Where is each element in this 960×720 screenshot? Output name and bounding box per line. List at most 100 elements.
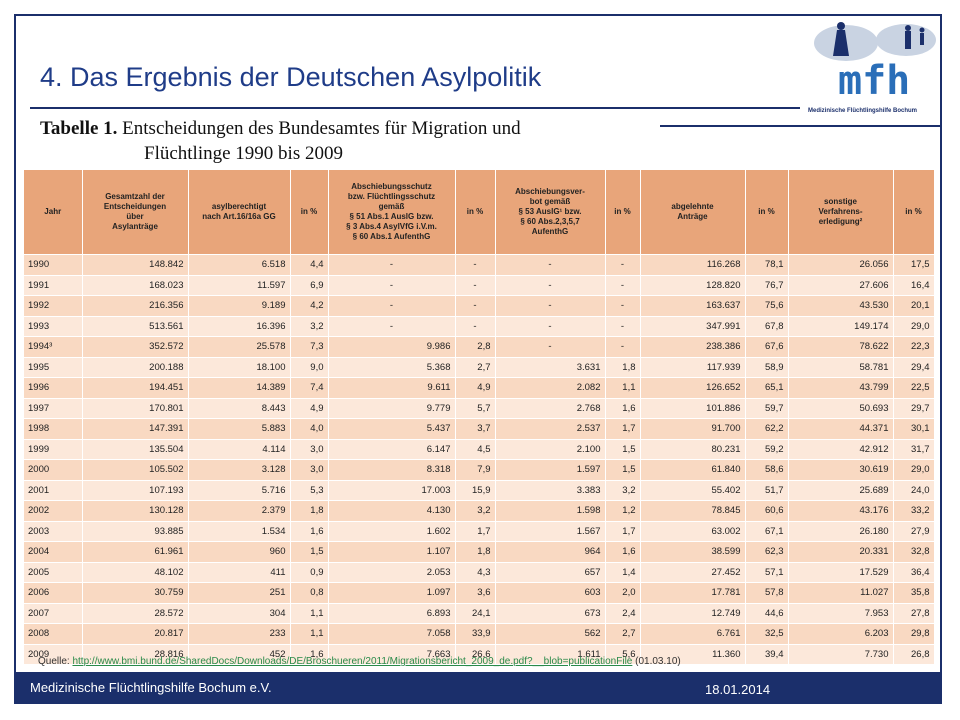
- table-cell: 117.939: [640, 356, 746, 378]
- table-cell: 107.193: [82, 479, 189, 501]
- source-link[interactable]: http://www.bmi.bund.de/SharedDocs/Downlo…: [72, 656, 633, 667]
- table-cell: -: [328, 315, 456, 337]
- column-header: asylberechtigt nach Art.16/16a GG: [188, 170, 291, 255]
- table-cell: 5.437: [328, 418, 456, 439]
- table-cell: 116.268: [640, 254, 746, 275]
- column-header: abgelehnte Anträge: [640, 170, 746, 255]
- table-cell: 6.518: [188, 254, 291, 275]
- table-cell: 1997: [24, 397, 83, 419]
- table-cell: 1999: [24, 438, 83, 460]
- header-row: Jahr Gesamtzahl der Entscheidungen über A…: [24, 170, 935, 255]
- table-cell: 149.174: [788, 315, 894, 337]
- table-cell: 9.189: [188, 295, 291, 316]
- table-cell: 7,4: [290, 377, 329, 398]
- table-cell: 29,4: [893, 356, 935, 378]
- table-row: 2004 61.961 960 1,5 1.107 1,8 964 1,6 38.599 62,3…: [24, 541, 935, 562]
- table-cell: 4.114: [188, 438, 291, 460]
- table-cell: -: [495, 274, 606, 296]
- table-cell: 1,1: [290, 623, 329, 644]
- table-cell: 43.176: [788, 500, 894, 521]
- table-cell: 26,8: [893, 643, 935, 664]
- table-cell: 16.396: [188, 315, 291, 337]
- table-cell: 1,7: [605, 418, 641, 439]
- table-cell: -: [328, 254, 456, 275]
- table-cell: 25.689: [788, 479, 894, 501]
- table-cell: 1,8: [290, 500, 329, 521]
- table-cell: 60,6: [745, 500, 789, 521]
- table-cell: 168.023: [82, 274, 189, 296]
- table-cell: 29,7: [893, 397, 935, 419]
- source-label: Quelle:: [38, 656, 70, 667]
- table-cell: 30.759: [82, 582, 189, 603]
- data-table: Jahr Gesamtzahl der Entscheidungen über A…: [24, 170, 935, 664]
- table-cell: -: [455, 315, 496, 337]
- logo-text: mfh: [838, 58, 911, 104]
- table-cell: -: [455, 295, 496, 316]
- table-row: 1992 216.356 9.189 4,2- - - -163.637 75,6 43.530…: [24, 295, 935, 316]
- table-cell: 33,9: [455, 623, 496, 644]
- table-cell: 2.768: [495, 397, 606, 419]
- table-cell: -: [605, 274, 641, 296]
- column-header: in %: [455, 170, 496, 255]
- table-cell: 1,1: [605, 377, 641, 398]
- column-header: Abschiebungsver- bot gemäß § 53 AuslG¹ b…: [495, 170, 606, 255]
- table-cell: 6.203: [788, 623, 894, 644]
- table-cell: 15,9: [455, 479, 496, 501]
- table-row: 2009 28.816 452 1,6 7.663 26,6 1.611 5,6 11.360 3…: [24, 643, 935, 664]
- table-cell: 67,1: [745, 520, 789, 542]
- table-cell: 2000: [24, 459, 83, 480]
- table-cell: 6,9: [290, 274, 329, 296]
- table-cell: 147.391: [82, 418, 189, 439]
- table-row: 1998 147.391 5.883 4,0 5.437 3,7 2.537 1,7 91.70…: [24, 418, 935, 439]
- table-row: 1999 135.504 4.114 3,0 6.147 4,5 2.100 1,5 80.23…: [24, 438, 935, 460]
- table-cell: 347.991: [640, 315, 746, 337]
- table-cell: 1.598: [495, 500, 606, 521]
- table-cell: 1,4: [605, 561, 641, 583]
- table-cell: 3,6: [455, 582, 496, 603]
- table-cell: 57,1: [745, 561, 789, 583]
- table-cell: 6.761: [640, 623, 746, 644]
- table-cell: 48.102: [82, 561, 189, 583]
- table-row: 2001 107.193 5.716 5,3 17.003 15,9 3.383 3,2 55.…: [24, 479, 935, 501]
- table-cell: 7,9: [455, 459, 496, 480]
- table-cell: 1995: [24, 356, 83, 378]
- table-cell: 26.180: [788, 520, 894, 542]
- table-cell: 126.652: [640, 377, 746, 398]
- table-cell: 3,0: [290, 438, 329, 460]
- caption-line: Flüchtlinge 1990 bis 2009: [144, 143, 343, 164]
- table-cell: 5,7: [455, 397, 496, 419]
- table-cell: 1,6: [605, 397, 641, 419]
- table-cell: 30.619: [788, 459, 894, 480]
- table-cell: -: [605, 254, 641, 275]
- table-cell: 513.561: [82, 315, 189, 337]
- table-cell: 4,9: [455, 377, 496, 398]
- table-cell: 26.056: [788, 254, 894, 275]
- table-cell: 8.443: [188, 397, 291, 419]
- table-cell: 9,0: [290, 356, 329, 378]
- table-cell: -: [328, 274, 456, 296]
- table-cell: 20,1: [893, 295, 935, 316]
- table-row: 1994³ 352.572 25.578 7,3 9.986 2,8- -238.386 67…: [24, 336, 935, 357]
- table-cell: 2003: [24, 520, 83, 542]
- table-cell: -: [455, 254, 496, 275]
- table-cell: 7.730: [788, 643, 894, 664]
- table-cell: -: [328, 295, 456, 316]
- table-cell: 1998: [24, 418, 83, 439]
- column-header: in %: [893, 170, 935, 255]
- table-cell: 3,2: [290, 315, 329, 337]
- table-cell: 4.130: [328, 500, 456, 521]
- table-cell: -: [605, 315, 641, 337]
- table-cell: 1,6: [605, 541, 641, 562]
- table-cell: 2.379: [188, 500, 291, 521]
- column-header: Jahr: [24, 170, 83, 255]
- table-cell: 93.885: [82, 520, 189, 542]
- table-cell: 58,6: [745, 459, 789, 480]
- table-cell: 78.845: [640, 500, 746, 521]
- table-cell: 1,8: [605, 356, 641, 378]
- table-cell: 5,6: [605, 643, 641, 664]
- table-cell: 62,2: [745, 418, 789, 439]
- table-cell: 36,4: [893, 561, 935, 583]
- table-cell: 2.082: [495, 377, 606, 398]
- table-cell: 163.637: [640, 295, 746, 316]
